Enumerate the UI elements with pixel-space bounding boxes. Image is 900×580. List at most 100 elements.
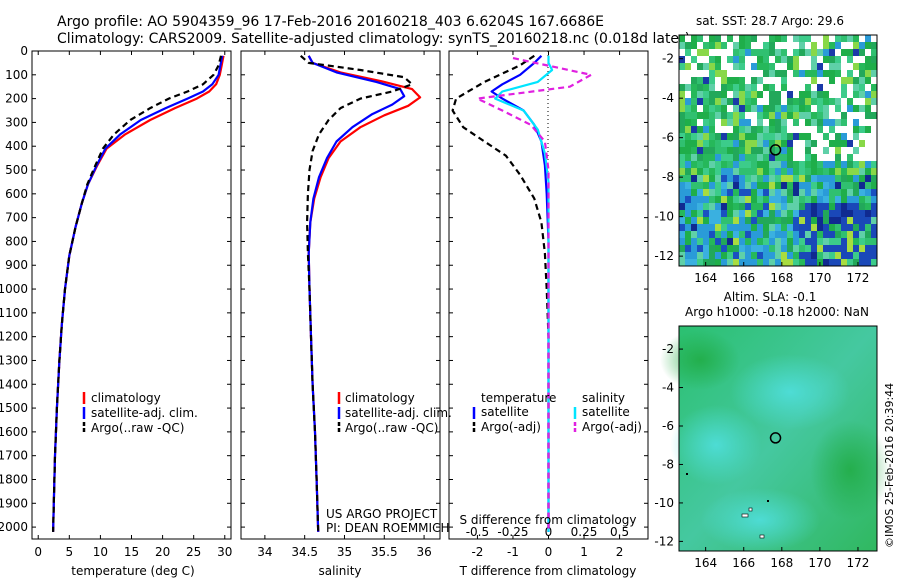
depth-tick-label: 600	[5, 187, 28, 201]
x-tick-label: 1	[580, 545, 588, 559]
sst-cell	[763, 252, 770, 260]
map-y-tick-label: -8	[662, 170, 674, 184]
sst-cell	[679, 168, 686, 176]
sst-cell	[787, 84, 794, 92]
sst-cell	[811, 77, 818, 85]
sst-cell	[847, 42, 854, 50]
sst-cell	[775, 217, 782, 225]
sst-cell	[811, 231, 818, 239]
sst-cell	[835, 168, 842, 176]
sst-cell	[703, 126, 710, 134]
sst-cell	[733, 133, 740, 141]
x-tick-label: 5	[65, 545, 73, 559]
sst-cell	[853, 231, 860, 239]
sst-cell	[805, 196, 812, 204]
sst-cell	[697, 98, 704, 106]
sst-cell	[847, 119, 854, 127]
sst-cell	[769, 168, 776, 176]
sst-cell	[721, 70, 728, 78]
sst-cell	[769, 189, 776, 197]
sst-cell	[727, 217, 734, 225]
sst-cell	[769, 140, 776, 148]
sst-cell	[691, 77, 698, 85]
sst-cell	[685, 105, 692, 113]
sst-cell	[745, 175, 752, 183]
sst-cell	[841, 147, 848, 155]
sst-cell	[817, 77, 824, 85]
sst-cell	[787, 217, 794, 225]
sst-cell	[853, 98, 860, 106]
x-tick-label: 34.5	[291, 545, 318, 559]
sst-cell	[853, 56, 860, 64]
sst-cell	[841, 42, 848, 50]
sst-cell	[721, 140, 728, 148]
sst-cell	[709, 224, 716, 232]
sst-cell	[775, 231, 782, 239]
legend-label-s-satellite: satellite	[582, 405, 630, 419]
sst-cell	[751, 259, 758, 267]
sst-cell	[733, 105, 740, 113]
sst-cell	[781, 91, 788, 99]
sst-cell	[805, 259, 812, 267]
sst-cell	[823, 42, 830, 50]
sst-cell	[817, 154, 824, 162]
sst-cell	[811, 245, 818, 253]
sst-cell	[781, 182, 788, 190]
sst-cell	[703, 154, 710, 162]
sst-cell	[721, 161, 728, 169]
sst-cell	[853, 175, 860, 183]
sst-cell	[787, 259, 794, 267]
sst-cell	[769, 49, 776, 57]
sst-cell	[691, 42, 698, 50]
sst-cell	[715, 56, 722, 64]
sst-cell	[769, 175, 776, 183]
sst-cell	[811, 252, 818, 260]
sst-cell	[721, 91, 728, 99]
sst-cell	[751, 154, 758, 162]
sst-cell	[829, 140, 836, 148]
sst-cell	[769, 231, 776, 239]
sst-cell	[841, 182, 848, 190]
sst-cell	[859, 231, 866, 239]
sla-map-frame	[678, 325, 878, 552]
sst-cell	[733, 161, 740, 169]
sst-cell	[757, 168, 764, 176]
sst-cell	[727, 196, 734, 204]
sst-cell	[853, 70, 860, 78]
sst-cell	[709, 133, 716, 141]
sst-cell	[757, 217, 764, 225]
sla-anomaly-low	[810, 420, 890, 520]
sst-cell	[793, 154, 800, 162]
depth-tick-label: 700	[5, 211, 28, 225]
sst-cell	[823, 140, 830, 148]
sst-cell	[787, 77, 794, 85]
sst-cell	[721, 56, 728, 64]
sst-cell	[859, 140, 866, 148]
sst-cell	[709, 98, 716, 106]
sst-cell	[679, 63, 686, 71]
sst-cell	[679, 147, 686, 155]
sst-cell	[847, 70, 854, 78]
sst-cell	[787, 140, 794, 148]
sst-cell	[679, 49, 686, 57]
sst-cell	[769, 259, 776, 267]
sst-cell	[787, 112, 794, 120]
sst-cell	[739, 231, 746, 239]
sst-cell	[823, 77, 830, 85]
sst-cell	[865, 245, 872, 253]
sst-cell	[787, 126, 794, 134]
map-x-tick-label: 172	[847, 271, 870, 285]
sst-cell	[871, 133, 878, 141]
sst-cell	[697, 154, 704, 162]
sst-cell	[733, 84, 740, 92]
sst-cell	[685, 231, 692, 239]
sst-cell	[727, 133, 734, 141]
sst-cell	[799, 140, 806, 148]
sst-cell	[709, 259, 716, 267]
legend-label-satellite: satellite-adj. clim.	[345, 406, 452, 420]
map-y-tick-label: -6	[662, 419, 674, 433]
sst-cell	[859, 189, 866, 197]
sst-cell	[871, 140, 878, 148]
sst-cell	[817, 140, 824, 148]
sst-cell	[703, 259, 710, 267]
